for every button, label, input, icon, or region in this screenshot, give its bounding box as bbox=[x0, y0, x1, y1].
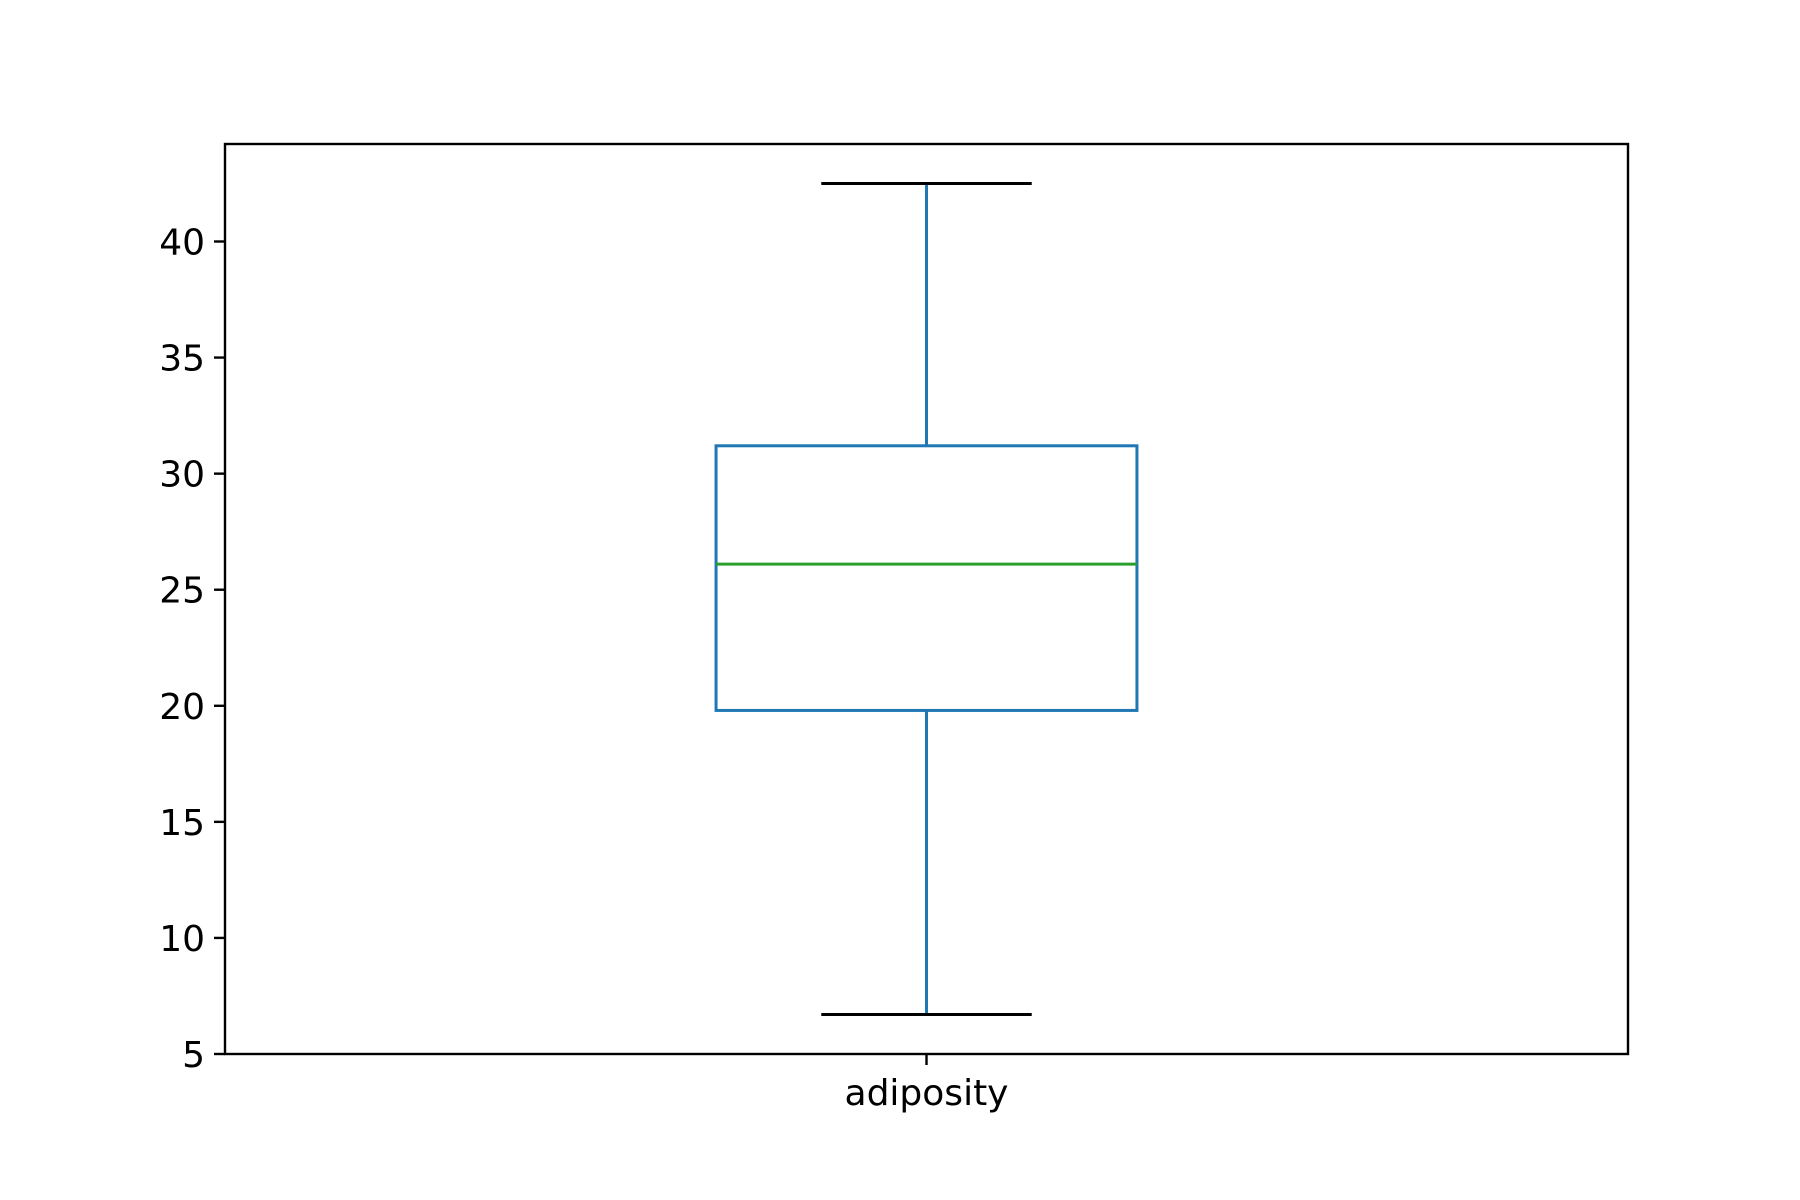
x-tick-label: adiposity bbox=[845, 1073, 1009, 1114]
iqr-box bbox=[714, 444, 1139, 712]
box-adiposity bbox=[714, 181, 1139, 1017]
y-tick-label: 25 bbox=[159, 571, 205, 612]
y-axis: 5 10 15 20 25 30 35 40 bbox=[159, 223, 225, 1076]
box-group bbox=[714, 181, 1139, 1017]
y-tick-label: 30 bbox=[159, 455, 205, 496]
y-tick-label: 5 bbox=[182, 1035, 205, 1076]
x-axis: adiposity bbox=[845, 1054, 1009, 1114]
y-tick-label: 35 bbox=[159, 339, 205, 380]
y-tick-label: 40 bbox=[159, 223, 205, 264]
y-tick-label: 10 bbox=[159, 919, 205, 960]
y-tick-label: 15 bbox=[159, 803, 205, 844]
y-tick-label: 20 bbox=[159, 687, 205, 728]
